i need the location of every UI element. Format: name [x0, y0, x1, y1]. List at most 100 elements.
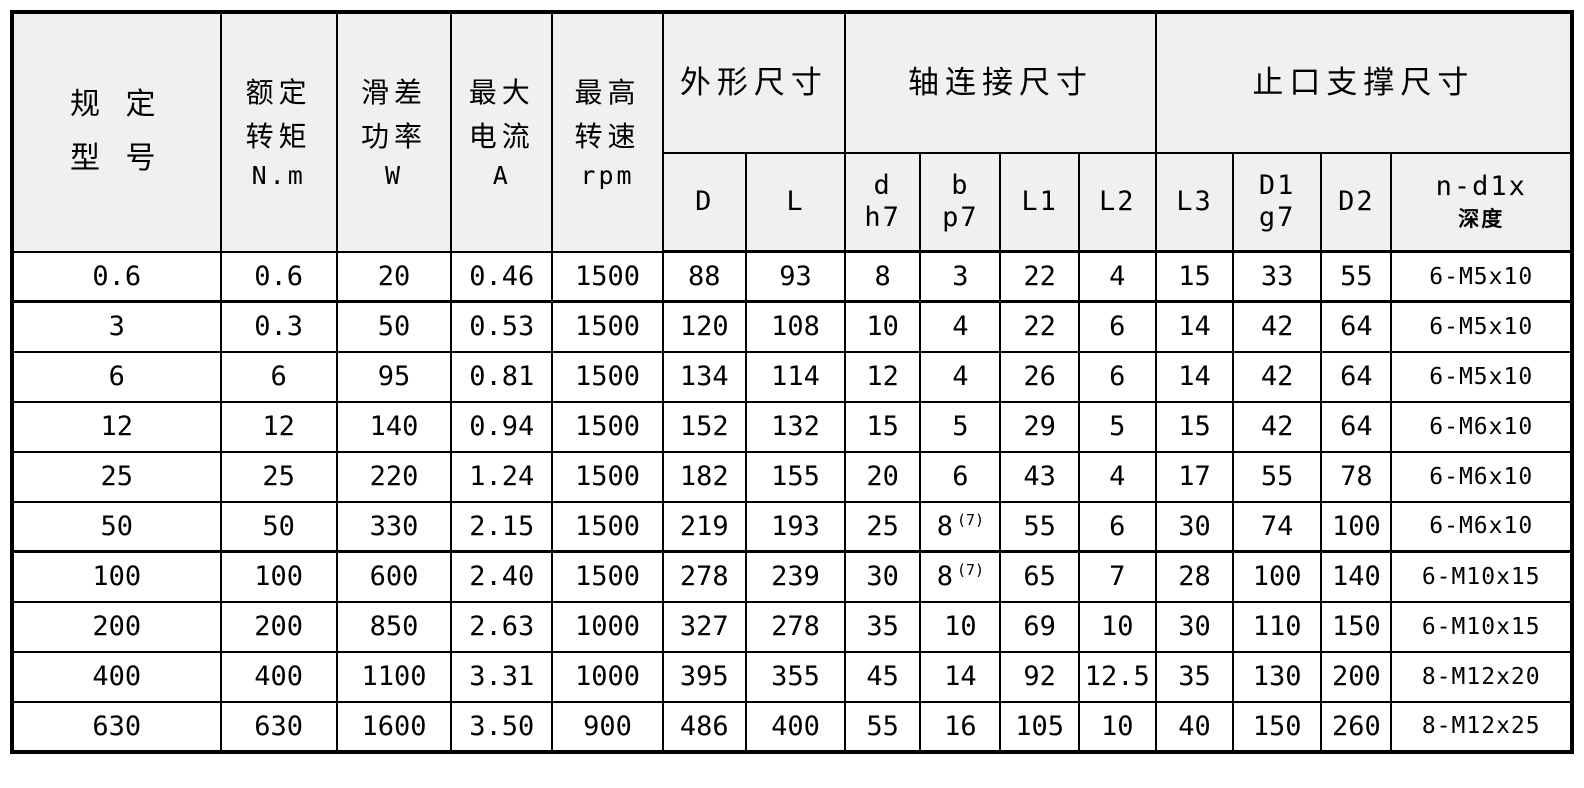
table-cell: 74 [1232, 500, 1323, 553]
cell-footnote: (7) [956, 561, 985, 580]
sub-header-D2: D2 [1320, 152, 1393, 253]
table-cell: 120 [661, 300, 747, 353]
table-cell: 35 [1154, 650, 1235, 703]
table-cell: 4 [1077, 450, 1157, 503]
table-cell: 108 [744, 300, 847, 353]
table-cell: 1600 [335, 700, 453, 753]
table-cell: 2.40 [450, 550, 554, 603]
table-cell: 239 [744, 550, 847, 603]
table-cell: 600 [335, 550, 453, 603]
table-cell: 6 [11, 350, 222, 403]
col-header-max-speed-unit: rpm [580, 161, 635, 191]
table-cell: 6-M5x10 [1390, 300, 1573, 353]
table-cell: 2.63 [450, 600, 554, 653]
table-cell: 10 [1077, 700, 1157, 753]
table-cell: 7 [1077, 550, 1157, 603]
table-row: 50 50 330 2.15 1500 219 193 25 8 (7) 55 6 30 74 100 6-M… [11, 500, 1573, 553]
table-cell: 14 [919, 650, 1002, 703]
table-cell: 28 [1154, 550, 1235, 603]
table-cell: 278 [744, 600, 847, 653]
sub-header-L2: L2 [1077, 152, 1157, 253]
table-cell: 15 [844, 400, 922, 453]
table-cell: 78 [1320, 450, 1393, 503]
table-cell: 10 [919, 600, 1002, 653]
table-cell: 64 [1320, 300, 1393, 353]
table-cell: 88 [661, 250, 747, 303]
table-cell: 100 [11, 550, 222, 603]
table-cell: 15 [1154, 400, 1235, 453]
table-row: 25 25 220 1.24 1500 182 155 20 6 43 4 17 55 78 6-M6x10 [11, 450, 1573, 503]
col-header-max-current-line2: 电流 [468, 119, 535, 153]
table-cell: 6-M6x10 [1390, 500, 1573, 553]
cell-footnote: (7) [956, 510, 985, 529]
table-cell: 395 [661, 650, 747, 703]
table-cell: 4 [919, 350, 1002, 403]
page: 规 定 型 号 额定 转矩 N.m 滑差 功率 W 最大 电流 A [10, 10, 1574, 754]
table-cell: 900 [551, 700, 664, 753]
table-cell: 12.5 [1077, 650, 1157, 703]
table-cell: 40 [1154, 700, 1235, 753]
table-cell: 14 [1154, 350, 1235, 403]
table-cell: 43 [999, 450, 1080, 503]
table-cell: 1000 [551, 600, 664, 653]
table-cell: 5 [1077, 400, 1157, 453]
table-cell: 5 [919, 400, 1002, 453]
table-cell: 0.3 [219, 300, 338, 353]
table-cell: 330 [335, 500, 453, 553]
table-cell: 29 [999, 400, 1080, 453]
table-cell: 4 [1077, 250, 1157, 303]
table-cell: 30 [1154, 500, 1235, 553]
table-cell: 6 [919, 450, 1002, 503]
table-cell: 110 [1232, 600, 1323, 653]
table-cell: 25 [844, 500, 922, 553]
sub-header-L1: L1 [999, 152, 1080, 253]
table-cell: 6-M10x15 [1390, 600, 1573, 653]
table-cell: 55 [999, 500, 1080, 553]
table-cell: 8 (7) [919, 500, 1002, 553]
col-header-slip-power-unit: W [384, 161, 403, 191]
table-cell: 134 [661, 350, 747, 403]
table-cell: 6-M6x10 [1390, 400, 1573, 453]
table-cell: 3.50 [450, 700, 554, 753]
table-cell: 17 [1154, 450, 1235, 503]
table-row: 630 630 1600 3.50 900 486 400 55 16 105 10 40 150 260… [11, 700, 1573, 753]
table-cell: 220 [335, 450, 453, 503]
table-cell: 132 [744, 400, 847, 453]
table-cell: 1500 [551, 400, 664, 453]
col-header-rated-torque-line1: 额定 [245, 76, 312, 110]
table-cell: 400 [219, 650, 338, 703]
table-row: 3 0.3 50 0.53 1500 120 108 10 4 22 6 14 42 64 6-M5x10 [11, 300, 1573, 353]
table-cell: 65 [999, 550, 1080, 603]
table-cell: 1000 [551, 650, 664, 703]
col-header-model-line1: 规 定 [69, 87, 164, 123]
table-cell: 400 [744, 700, 847, 753]
table-cell: 130 [1232, 650, 1323, 703]
spec-table: 规 定 型 号 额定 转矩 N.m 滑差 功率 W 最大 电流 A [10, 10, 1574, 754]
table-cell: 355 [744, 650, 847, 703]
table-cell: 10 [1077, 600, 1157, 653]
col-header-rated-torque: 额定 转矩 N.m [219, 11, 338, 253]
col-header-max-speed-line2: 转速 [574, 119, 641, 153]
table-cell: 105 [999, 700, 1080, 753]
table-cell: 1500 [551, 550, 664, 603]
table-cell: 22 [999, 300, 1080, 353]
table-cell: 64 [1320, 350, 1393, 403]
table-cell: 35 [844, 600, 922, 653]
table-cell: 6 [1077, 350, 1157, 403]
table-cell: 8 [844, 250, 922, 303]
table-cell: 182 [661, 450, 747, 503]
sub-header-n-d1x-depth: n-d1x 深度 [1390, 152, 1573, 253]
table-cell: 1.24 [450, 450, 554, 503]
table-cell: 6 [1077, 300, 1157, 353]
table-cell: 8-M12x25 [1390, 700, 1573, 753]
col-header-slip-power-line2: 功率 [360, 119, 427, 153]
table-cell: 278 [661, 550, 747, 603]
table-body: 0.6 0.6 20 0.46 1500 88 93 8 3 22 4 15 33 55 6-M5x10 3 0… [11, 250, 1573, 753]
group-header-spigot-support-dimensions: 止口支撑尺寸 [1154, 11, 1574, 154]
table-cell: 6 [1077, 500, 1157, 553]
table-cell: 0.6 [219, 250, 338, 303]
table-cell: 93 [744, 250, 847, 303]
table-cell: 14 [1154, 300, 1235, 353]
sub-header-L: L [744, 152, 847, 253]
table-cell: 25 [11, 450, 222, 503]
